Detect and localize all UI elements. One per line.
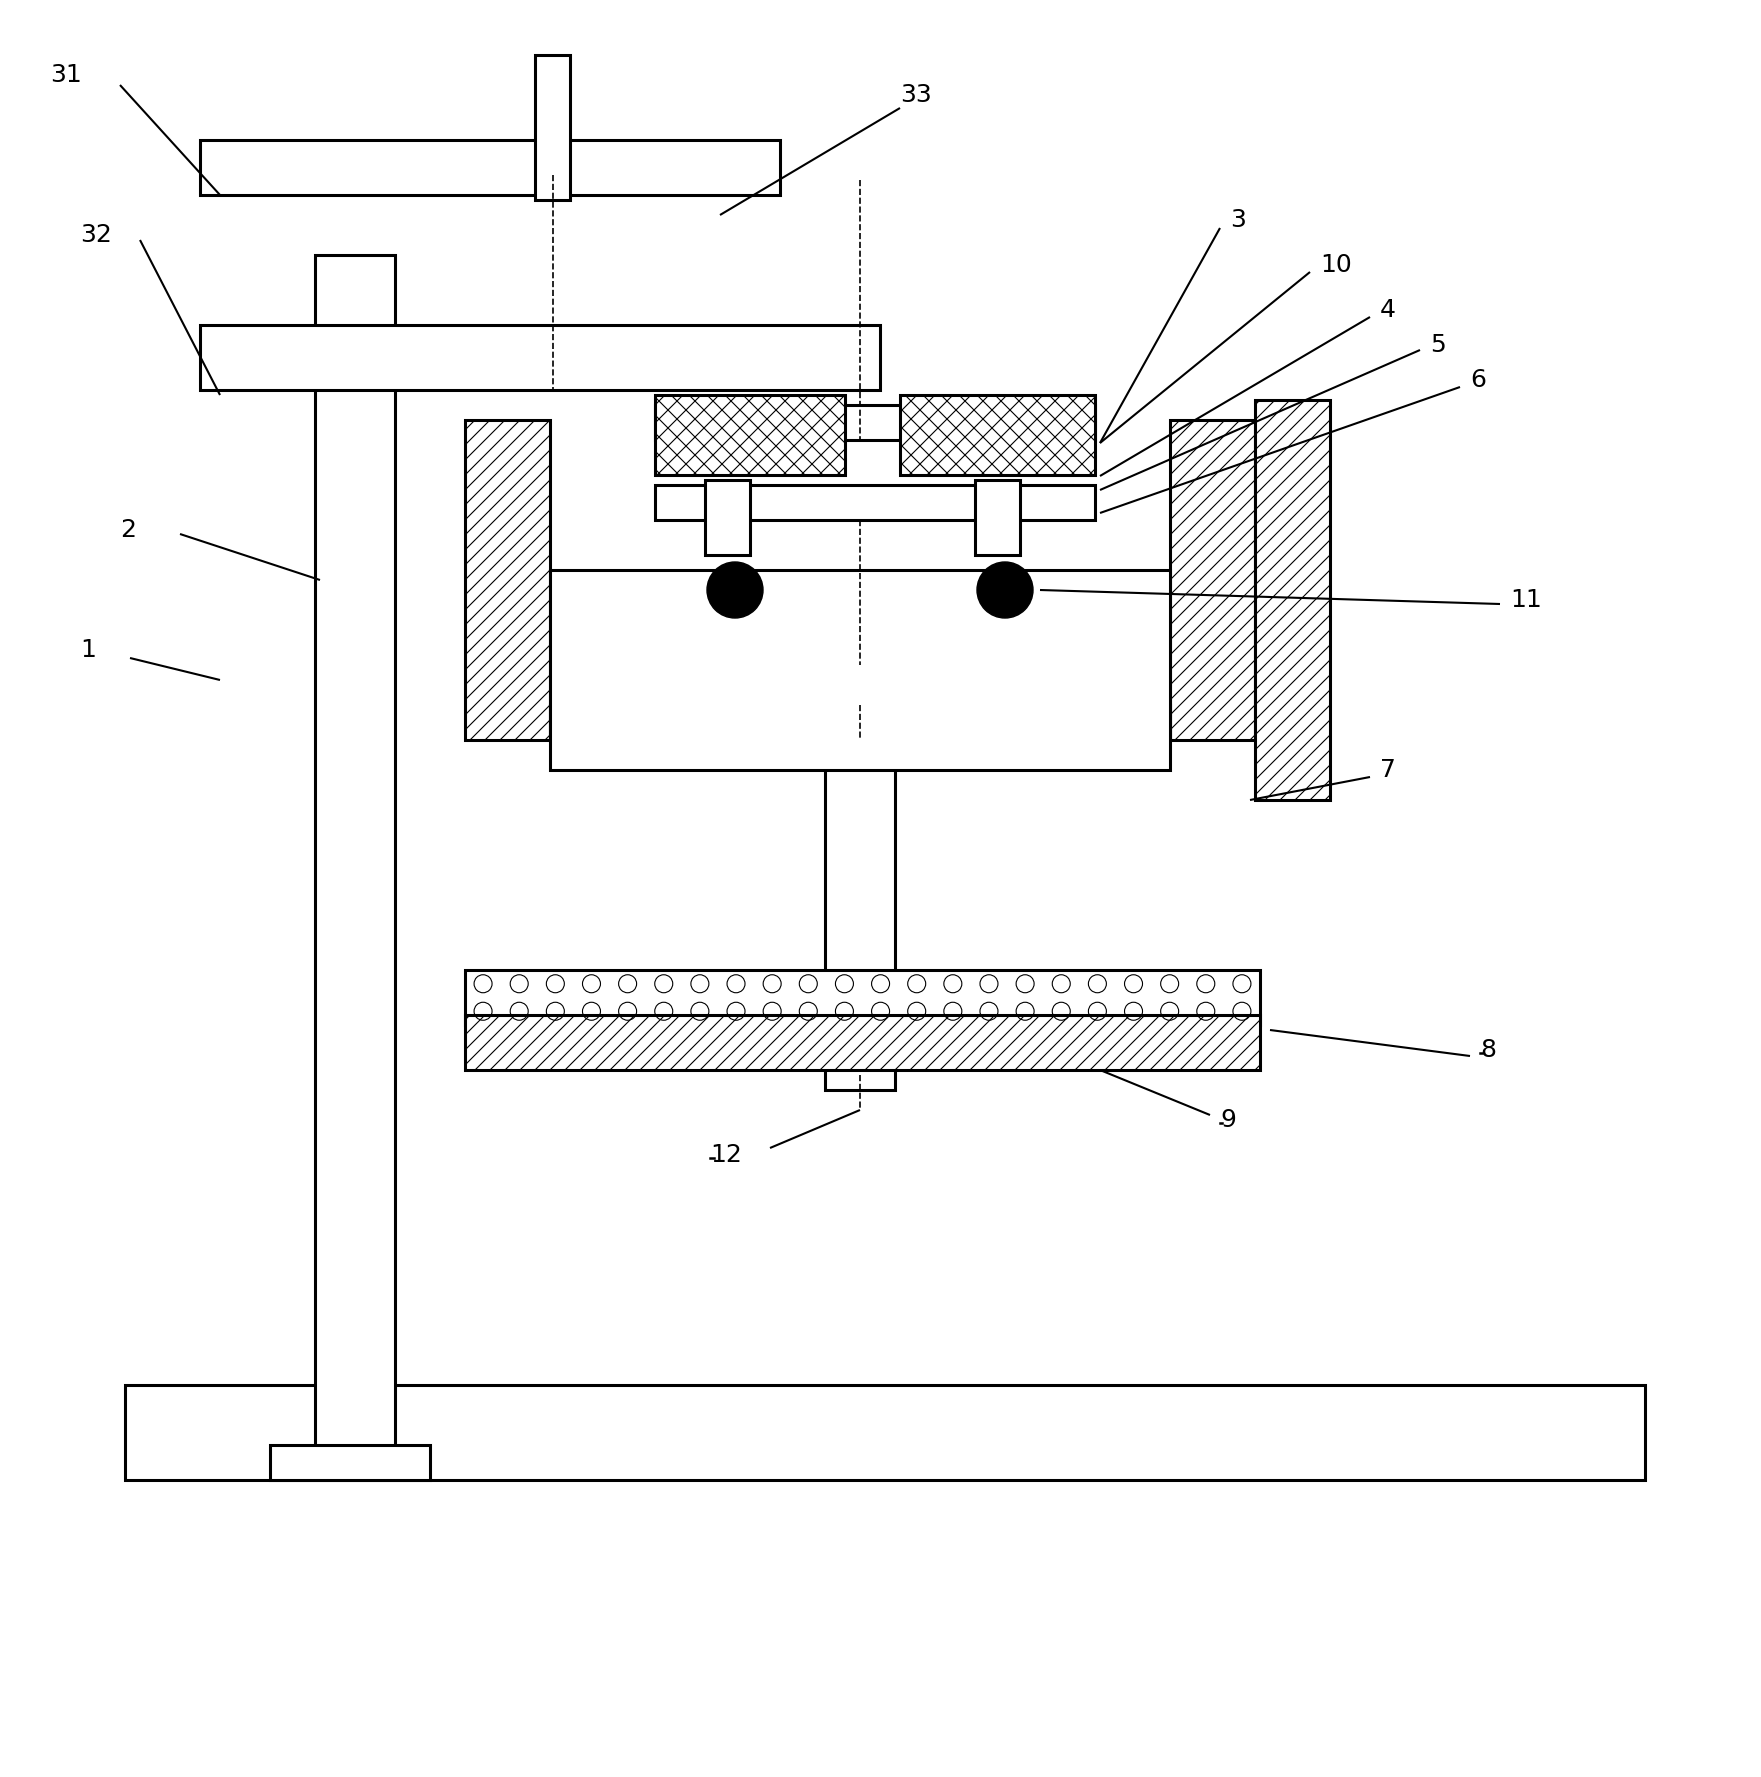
Bar [315, 256, 394, 1455]
Text: 12: 12 [710, 1143, 741, 1167]
Bar [465, 419, 549, 739]
Bar [655, 405, 1095, 441]
Text: 2: 2 [120, 519, 136, 542]
Bar [465, 970, 1261, 1025]
Bar [976, 480, 1020, 554]
Bar [824, 659, 895, 1089]
Bar [655, 485, 1095, 521]
Text: 31: 31 [49, 62, 81, 87]
Bar [549, 705, 1169, 739]
Bar [269, 1445, 430, 1480]
Text: 1: 1 [79, 638, 95, 663]
Text: 9: 9 [1220, 1109, 1236, 1132]
Bar [549, 570, 1169, 769]
Bar [201, 325, 880, 389]
Circle shape [977, 562, 1034, 618]
Text: 7: 7 [1381, 759, 1396, 782]
Bar [704, 480, 750, 554]
Circle shape [706, 562, 763, 618]
Bar [201, 140, 780, 195]
Bar [794, 626, 925, 659]
Bar [900, 394, 1095, 474]
Text: 32: 32 [79, 222, 113, 247]
Text: 8: 8 [1479, 1038, 1497, 1063]
Bar [1256, 400, 1330, 800]
Text: 3: 3 [1229, 208, 1245, 233]
Text: 4: 4 [1381, 299, 1396, 322]
Bar [1169, 419, 1256, 739]
Text: 33: 33 [900, 84, 932, 107]
Text: 5: 5 [1430, 332, 1446, 357]
Bar [805, 595, 916, 695]
Bar [655, 394, 845, 474]
Text: 10: 10 [1321, 252, 1352, 277]
Text: 6: 6 [1470, 368, 1486, 393]
Bar [535, 55, 571, 201]
Bar [465, 1015, 1261, 1070]
Text: 11: 11 [1509, 588, 1541, 611]
Bar [125, 1384, 1645, 1480]
